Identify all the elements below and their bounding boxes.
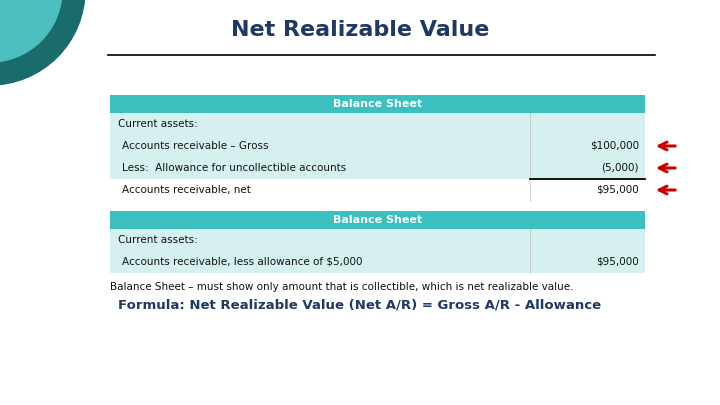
Text: $100,000: $100,000	[590, 141, 639, 151]
Text: $95,000: $95,000	[596, 185, 639, 195]
FancyBboxPatch shape	[110, 211, 645, 229]
Text: Balance Sheet – must show only amount that is collectible, which is net realizab: Balance Sheet – must show only amount th…	[110, 282, 574, 292]
Text: Accounts receivable – Gross: Accounts receivable – Gross	[122, 141, 269, 151]
Circle shape	[0, 0, 85, 85]
Text: Current assets:: Current assets:	[118, 235, 198, 245]
FancyBboxPatch shape	[110, 251, 645, 273]
Text: Formula: Net Realizable Value (Net A/R) = Gross A/R - Allowance: Formula: Net Realizable Value (Net A/R) …	[118, 298, 602, 311]
Text: Accounts receivable, less allowance of $5,000: Accounts receivable, less allowance of $…	[122, 257, 362, 267]
FancyBboxPatch shape	[110, 95, 645, 113]
FancyBboxPatch shape	[110, 229, 645, 251]
FancyBboxPatch shape	[110, 179, 645, 201]
Text: Balance Sheet: Balance Sheet	[333, 99, 422, 109]
Text: (5,000): (5,000)	[601, 163, 639, 173]
Text: Current assets:: Current assets:	[118, 119, 198, 129]
Text: Accounts receivable, net: Accounts receivable, net	[122, 185, 251, 195]
Circle shape	[0, 0, 62, 62]
Text: Balance Sheet: Balance Sheet	[333, 215, 422, 225]
FancyBboxPatch shape	[110, 113, 645, 135]
Text: Less:  Allowance for uncollectible accounts: Less: Allowance for uncollectible accoun…	[122, 163, 346, 173]
FancyBboxPatch shape	[110, 135, 645, 157]
Text: $95,000: $95,000	[596, 257, 639, 267]
FancyBboxPatch shape	[110, 157, 645, 179]
Text: Net Realizable Value: Net Realizable Value	[231, 20, 489, 40]
